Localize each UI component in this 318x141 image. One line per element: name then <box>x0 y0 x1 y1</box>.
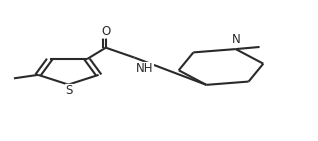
Text: NH: NH <box>136 62 154 75</box>
Text: O: O <box>101 25 110 38</box>
Text: N: N <box>232 33 241 46</box>
Text: S: S <box>66 84 73 97</box>
